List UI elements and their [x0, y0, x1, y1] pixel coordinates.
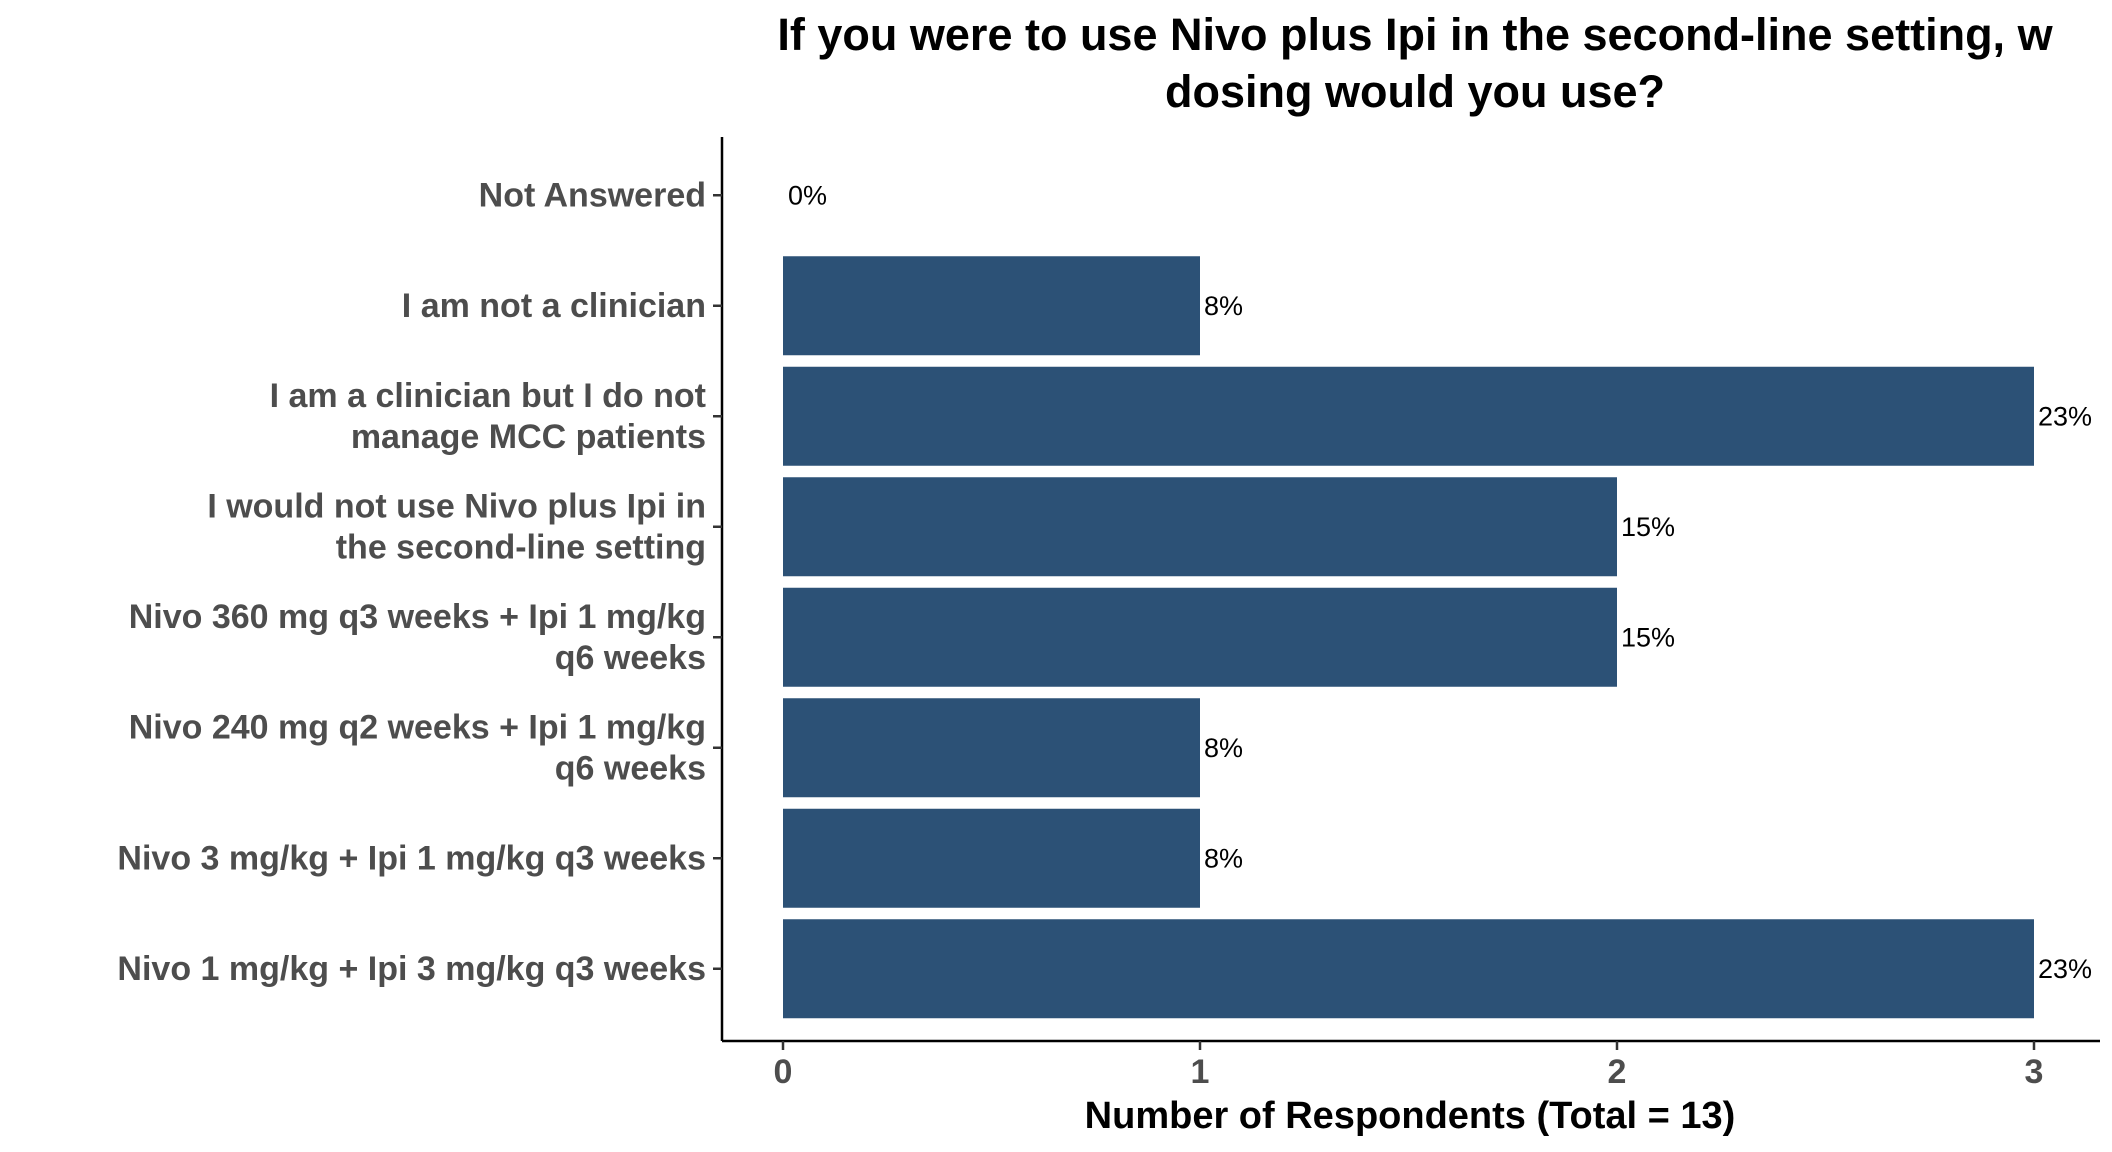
bar: [783, 256, 1200, 356]
bar: [783, 808, 1200, 908]
bar: [783, 698, 1200, 798]
chart-title-line-2: dosing would you use?: [1165, 66, 1665, 117]
x-tick-label: 1: [1191, 1053, 1210, 1091]
bar: [783, 587, 1617, 687]
bar: [783, 477, 1617, 577]
data-label: 8%: [1204, 291, 1243, 321]
data-label: 23%: [2038, 401, 2092, 431]
data-label: 0%: [788, 180, 827, 210]
y-tick-label: I am a clinician but I do not manage MCC …: [270, 377, 706, 456]
x-tick-label: 2: [1608, 1053, 1627, 1091]
data-label-group: 0% 8% 23% 15% 15% 8% 8% 23%: [788, 180, 2092, 984]
chart-title-line-1: If you were to use Nivo plus Ipi in the …: [777, 9, 2053, 60]
x-axis-title: Number of Respondents (Total = 13): [1085, 1095, 1736, 1137]
data-label: 15%: [1621, 622, 1675, 652]
data-label: 8%: [1204, 843, 1243, 873]
y-tick-label: Nivo 1 mg/kg + Ipi 3 mg/kg q3 weeks: [117, 950, 706, 988]
x-tick-label: 3: [2025, 1053, 2044, 1091]
data-label: 8%: [1204, 733, 1243, 763]
y-tick-label: Nivo 360 mg q3 weeks + Ipi 1 mg/kg q6 wee…: [129, 598, 706, 677]
y-axis: Not Answered I am not a clinician I am a c…: [117, 137, 724, 1041]
bar-group: [783, 256, 2034, 1019]
y-tick-label: I am not a clinician: [402, 287, 706, 325]
bar: [783, 919, 2034, 1019]
bar: [783, 366, 2034, 466]
y-tick-label: Not Answered: [479, 176, 706, 214]
x-axis: 0 1 2 3: [722, 1039, 2100, 1091]
data-label: 15%: [1621, 512, 1675, 542]
x-tick-label: 0: [774, 1053, 793, 1091]
y-tick-label: Nivo 240 mg q2 weeks + Ipi 1 mg/kg q6 wee…: [129, 708, 706, 787]
data-label: 23%: [2038, 954, 2092, 984]
y-tick-label: Nivo 3 mg/kg + Ipi 1 mg/kg q3 weeks: [117, 839, 706, 877]
chart-title: If you were to use Nivo plus Ipi in the …: [777, 9, 2053, 117]
y-tick-label: I would not use Nivo plus Ipi in the seco…: [207, 487, 706, 566]
